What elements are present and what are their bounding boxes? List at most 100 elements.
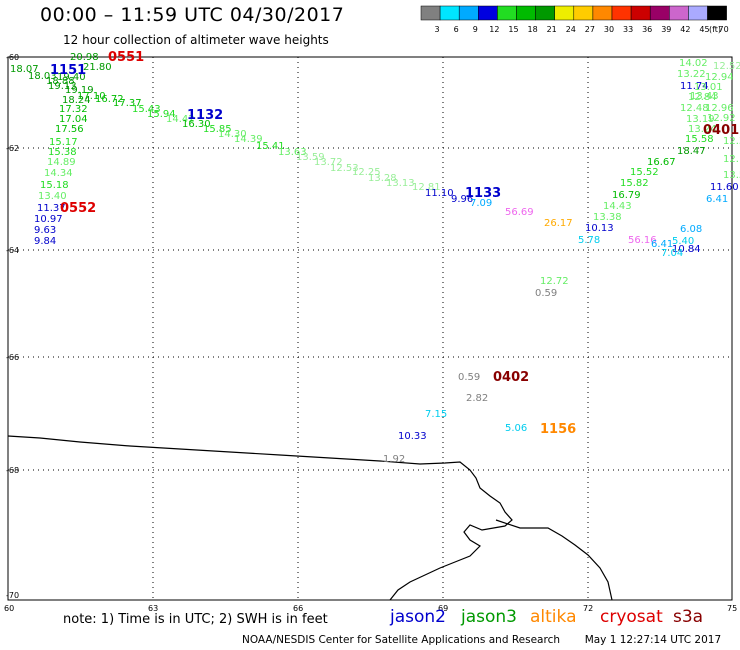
wave-height-label: 18.47 bbox=[677, 146, 706, 157]
wave-height-label: 13.63 bbox=[278, 147, 307, 158]
wave-height-label: 18.88 bbox=[46, 76, 75, 87]
wave-height-label: 13.01 bbox=[694, 82, 723, 93]
wave-height-label: 15.58 bbox=[685, 134, 714, 145]
color-scale-boxes bbox=[420, 5, 727, 21]
lat-tick-labels: -60 -62 -64 -66 -68 -70 bbox=[6, 53, 19, 600]
wave-height-label: 16.72 bbox=[95, 94, 124, 105]
lat-label: -60 bbox=[6, 53, 19, 62]
wave-height-label: 12.96 bbox=[705, 103, 734, 114]
color-scale-box bbox=[592, 5, 613, 21]
wave-height-label: 18.07 bbox=[10, 64, 39, 75]
wave-height-label: 13.59 bbox=[296, 152, 325, 163]
color-scale-tick: 70 bbox=[719, 25, 729, 34]
color-scale-tick: 45 bbox=[699, 25, 709, 34]
wave-height-label: 15.82 bbox=[620, 178, 649, 189]
wave-height-label: 13.13 bbox=[386, 178, 415, 189]
wave-height-label: 17.04 bbox=[59, 114, 88, 125]
wave-height-label: 13.72 bbox=[314, 157, 343, 168]
legend-cryosat: cryosat bbox=[600, 607, 663, 627]
wave-height-label: 17.32 bbox=[59, 104, 88, 115]
lat-label: -64 bbox=[6, 246, 19, 255]
wave-height-label: 16.67 bbox=[647, 157, 676, 168]
pass-time-label: 1156 bbox=[540, 422, 576, 437]
wave-height-label: 10.97 bbox=[34, 214, 63, 225]
pass-time-label: 1133 bbox=[465, 186, 501, 201]
antarctic-coastline bbox=[7, 435, 513, 601]
color-scale-box bbox=[439, 5, 460, 21]
wave-height-label: 18.03 bbox=[28, 71, 57, 82]
wave-height-label: 13.5 bbox=[723, 170, 740, 181]
wave-height-label: 0.59 bbox=[535, 288, 557, 299]
color-scale-tick: 33 bbox=[623, 25, 633, 34]
wave-height-label: 10.13 bbox=[585, 223, 614, 234]
wave-height-label: 7.09 bbox=[470, 198, 492, 209]
wave-height-label: 15.41 bbox=[256, 141, 285, 152]
pass-time-labels: 0551 1151 1132 0552 1133 0401 0402 1156 bbox=[50, 50, 739, 437]
wave-height-label: 16.79 bbox=[612, 190, 641, 201]
color-scale-tick: 9 bbox=[473, 25, 478, 34]
color-scale-ticks: 3 6 9 12 15 18 21 24 27 30 33 36 39 42 45 70 bbox=[435, 25, 729, 34]
lon-label: 63 bbox=[148, 604, 158, 613]
wave-height-label: 12. bbox=[723, 154, 739, 165]
pass-time-label: 0401 bbox=[703, 123, 739, 138]
wave-height-label: 13.19 bbox=[686, 114, 715, 125]
wave-height-label: 13.38 bbox=[593, 212, 622, 223]
color-scale-box bbox=[516, 5, 536, 21]
footnote: note: 1) Time is in UTC; 2) SWH is in fe… bbox=[63, 612, 328, 627]
wave-height-label: 15.17 bbox=[49, 137, 78, 148]
wave-height-label: 12.81 bbox=[412, 182, 441, 193]
wave-height-label: 14.34 bbox=[44, 168, 73, 179]
page-title: 00:00 – 11:59 UTC 04/30/2017 bbox=[40, 4, 345, 26]
coastline-bay bbox=[495, 519, 613, 601]
wave-height-label: 12.48 bbox=[680, 103, 709, 114]
color-scale-tick: 21 bbox=[547, 25, 557, 34]
wave-height-label: 14.39 bbox=[234, 134, 263, 145]
pass-time-label: 1132 bbox=[187, 108, 223, 123]
color-scale-tick: 12 bbox=[489, 25, 499, 34]
color-scale-tick: 18 bbox=[528, 25, 538, 34]
color-scale-tick: 24 bbox=[566, 25, 576, 34]
color-scale-box bbox=[688, 5, 708, 21]
color-scale-box bbox=[649, 5, 670, 21]
wave-height-label: 15.52 bbox=[630, 167, 659, 178]
wave-height-label: 11.10 bbox=[425, 188, 454, 199]
wave-height-label: 12.3 bbox=[723, 136, 740, 147]
wave-height-label: 13.40 bbox=[38, 191, 67, 202]
color-scale-tick: 42 bbox=[680, 25, 690, 34]
lon-tick-labels: 60 63 66 69 72 75 bbox=[4, 604, 737, 613]
wave-height-label: 13.28 bbox=[368, 173, 397, 184]
wave-height-label: 6.08 bbox=[680, 224, 702, 235]
legend-s3a: s3a bbox=[673, 607, 704, 627]
wave-height-label: 17.37 bbox=[113, 98, 142, 109]
color-scale-box bbox=[611, 5, 632, 21]
wave-height-label: 14.02 bbox=[679, 58, 708, 69]
pass-time-label: 0551 bbox=[108, 50, 144, 65]
wave-height-label: 7.15 bbox=[425, 409, 447, 420]
color-scale-tick: 3 bbox=[435, 25, 440, 34]
color-scale-box bbox=[478, 5, 498, 21]
wave-height-label: 12.94 bbox=[705, 72, 734, 83]
color-scale-box bbox=[535, 5, 555, 21]
pass-time-label: 1151 bbox=[50, 63, 86, 78]
wave-height-label: 15.43 bbox=[132, 104, 161, 115]
wave-height-label: 13.24 bbox=[688, 124, 717, 135]
color-scale-box bbox=[497, 5, 517, 21]
wave-height-label: 12.53 bbox=[330, 163, 359, 174]
color-scale-box bbox=[630, 5, 651, 21]
color-scale-box bbox=[707, 5, 727, 21]
color-scale-unit: (ft) bbox=[709, 25, 721, 34]
latitude-gridlines bbox=[8, 147, 732, 471]
wave-height-label: 12.52 bbox=[713, 61, 740, 72]
lon-label: 60 bbox=[4, 604, 14, 613]
lat-label: -62 bbox=[6, 144, 19, 153]
color-scale-box bbox=[458, 5, 479, 21]
pass-time-label: 0402 bbox=[493, 370, 529, 385]
lon-label: 66 bbox=[293, 604, 303, 613]
wave-height-label: 14.42 bbox=[166, 114, 195, 125]
page-subtitle: 12 hour collection of altimeter wave hei… bbox=[63, 33, 329, 47]
wave-height-label: 15.85 bbox=[203, 124, 232, 135]
footer-credit: NOAA/NESDIS Center for Satellite Applica… bbox=[242, 634, 721, 646]
color-scale-box bbox=[573, 5, 594, 21]
